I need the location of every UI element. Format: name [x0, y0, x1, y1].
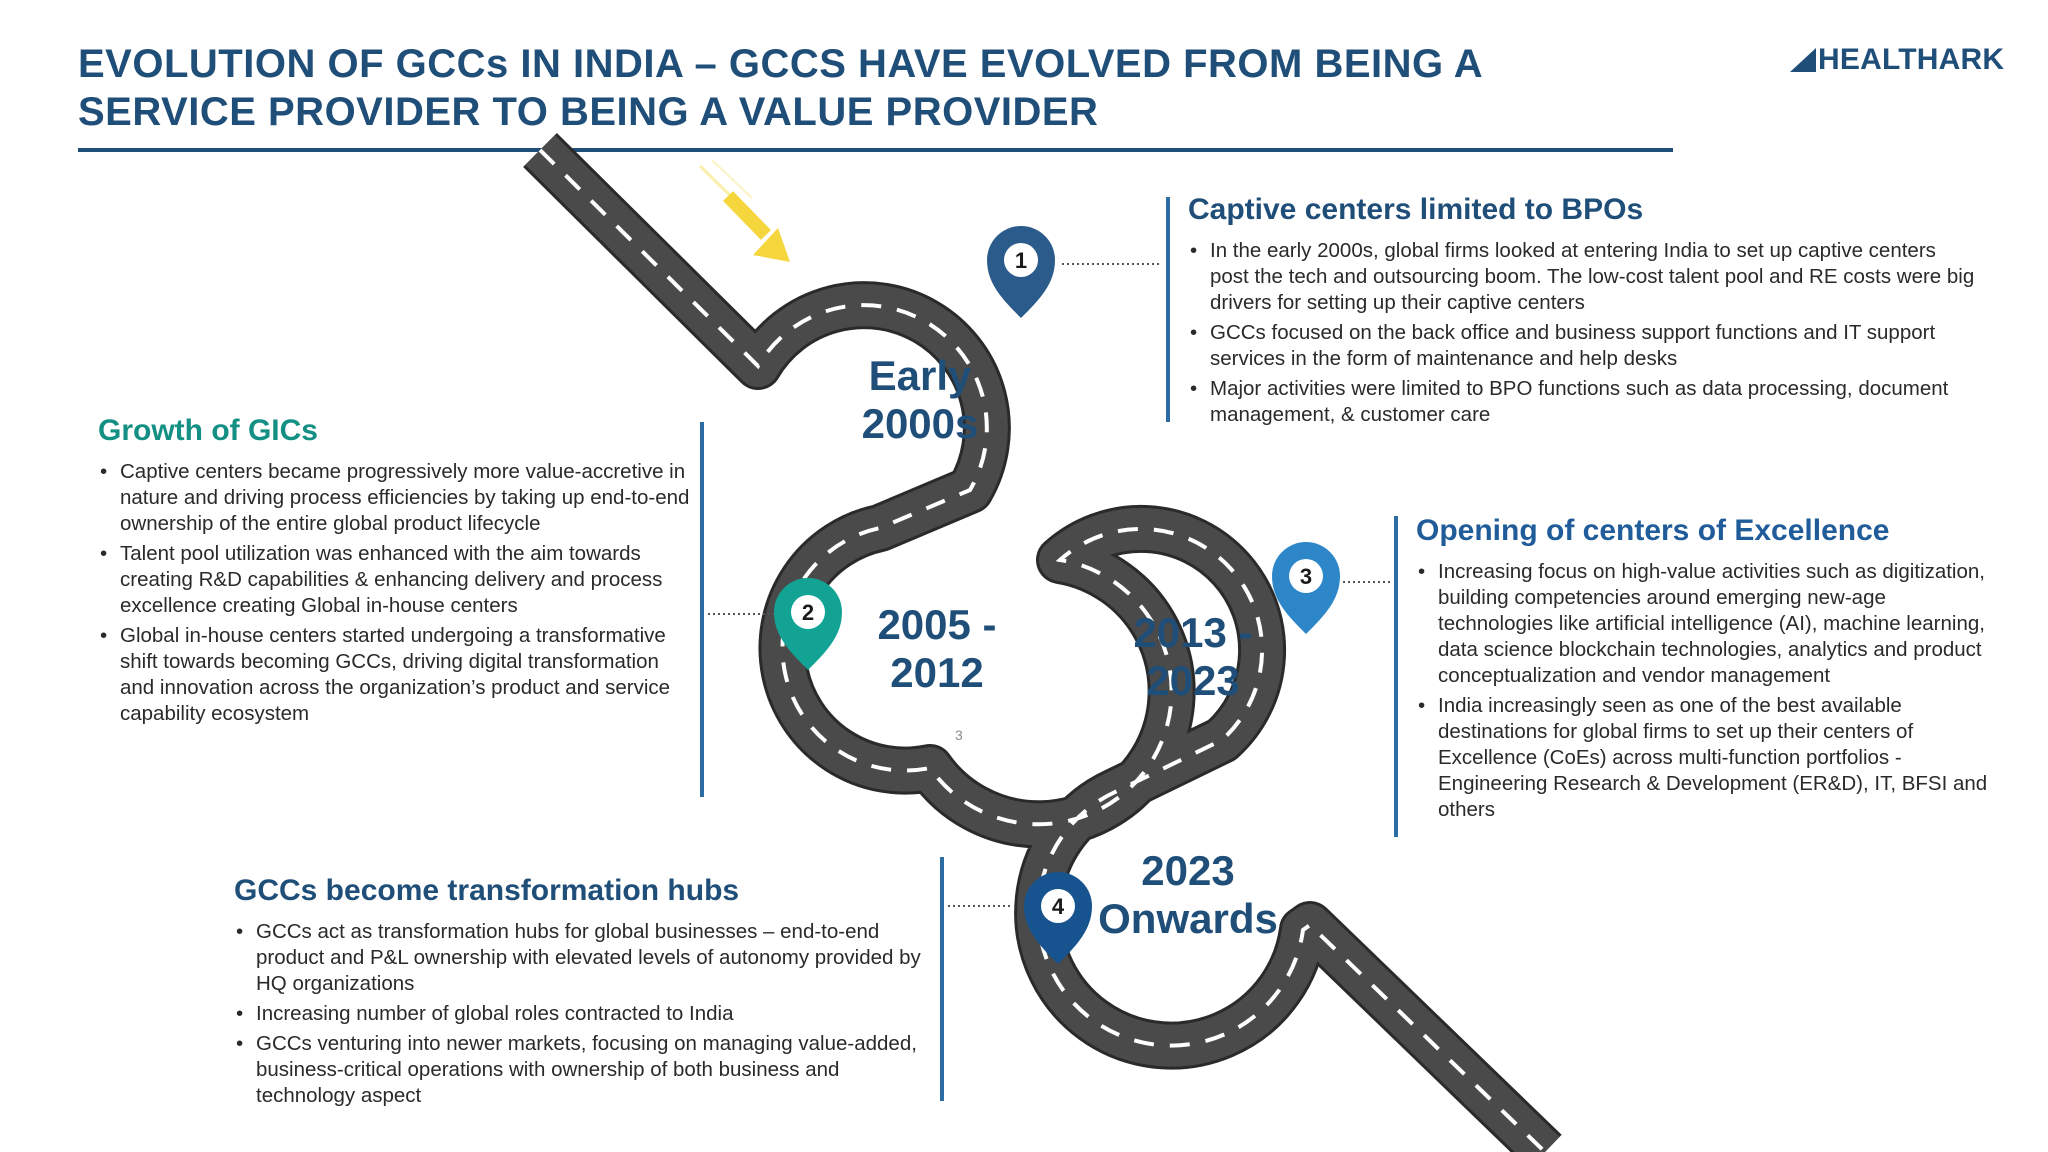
- direction-arrow-icon: [698, 159, 790, 262]
- era-label-1: Early 2000s: [855, 352, 985, 448]
- accent-line-gics: [700, 422, 704, 797]
- pin-2-number: 2: [802, 600, 814, 625]
- era-3-line2: 2023: [1146, 657, 1240, 704]
- era-1-line1: Early: [868, 352, 972, 399]
- bullet-item: Increasing number of global roles contra…: [234, 1001, 934, 1027]
- bullet-item: Talent pool utilization was enhanced wit…: [98, 541, 698, 619]
- accent-line-captive: [1166, 197, 1170, 422]
- logo-text: HEALTHARK: [1818, 43, 2005, 76]
- section-hubs-heading: GCCs become transformation hubs: [234, 874, 740, 907]
- page-title: EVOLUTION OF GCCs IN INDIA – GCCS HAVE E…: [78, 42, 1482, 134]
- bullet-item: In the early 2000s, global firms looked …: [1188, 238, 1978, 316]
- era-label-2: 2005 - 2012: [862, 601, 1012, 697]
- triangle-logo-icon: [1790, 48, 1816, 72]
- section-gics-heading: Growth of GICs: [98, 414, 318, 447]
- pin-3-number: 3: [1300, 564, 1312, 589]
- era-1-line2: 2000s: [861, 400, 979, 447]
- section-gics-bullets: Captive centers became progressively mor…: [98, 459, 698, 727]
- era-2-line2: 2012: [890, 649, 984, 696]
- section-captive-centers: Captive centers limited to BPOs In the e…: [1188, 192, 1978, 432]
- bullet-item: GCCs focused on the back office and busi…: [1188, 320, 1978, 372]
- bullet-item: India increasingly seen as one of the be…: [1416, 693, 2006, 823]
- era-2-line1: 2005 -: [877, 601, 997, 648]
- accent-line-hubs: [940, 857, 944, 1101]
- era-4-line1: 2023: [1141, 847, 1235, 894]
- bullet-item: Global in-house centers started undergoi…: [98, 623, 698, 727]
- era-3-line1: 2013 -: [1133, 609, 1253, 656]
- section-captive-bullets: In the early 2000s, global firms looked …: [1188, 238, 1978, 428]
- section-growth-of-gics: Growth of GICs Captive centers became pr…: [98, 413, 698, 731]
- milestone-pin-1: 1: [987, 226, 1055, 318]
- pin-4-number: 4: [1052, 894, 1065, 919]
- section-coe-bullets: Increasing focus on high-value activitie…: [1416, 559, 2006, 823]
- section-hubs-bullets: GCCs act as transformation hubs for glob…: [234, 919, 934, 1109]
- bullet-item: Increasing focus on high-value activitie…: [1416, 559, 2006, 689]
- connector-lines: [708, 263, 1390, 907]
- section-centers-of-excellence: Opening of centers of Excellence Increas…: [1416, 513, 2006, 827]
- section-coe-heading: Opening of centers of Excellence: [1416, 514, 1890, 547]
- page-number: 3: [955, 727, 963, 743]
- company-logo: HEALTHARK: [1790, 42, 2004, 78]
- milestone-pin-4: 4: [1024, 872, 1092, 964]
- bullet-item: Major activities were limited to BPO fun…: [1188, 376, 1978, 428]
- bullet-item: Captive centers became progressively mor…: [98, 459, 698, 537]
- era-label-4: 2023 Onwards: [1093, 847, 1283, 943]
- bullet-item: GCCs venturing into newer markets, focus…: [234, 1031, 934, 1109]
- era-label-3: 2013 - 2023: [1118, 609, 1268, 705]
- accent-line-coe: [1394, 516, 1398, 837]
- milestone-pin-3: 3: [1272, 542, 1340, 634]
- section-captive-heading: Captive centers limited to BPOs: [1188, 193, 1644, 226]
- title-underline: [78, 148, 1673, 152]
- milestone-pin-2: 2: [774, 578, 842, 670]
- pin-1-number: 1: [1015, 248, 1027, 273]
- section-transformation-hubs: GCCs become transformation hubs GCCs act…: [234, 873, 934, 1113]
- era-4-line2: Onwards: [1098, 895, 1278, 942]
- bullet-item: GCCs act as transformation hubs for glob…: [234, 919, 934, 997]
